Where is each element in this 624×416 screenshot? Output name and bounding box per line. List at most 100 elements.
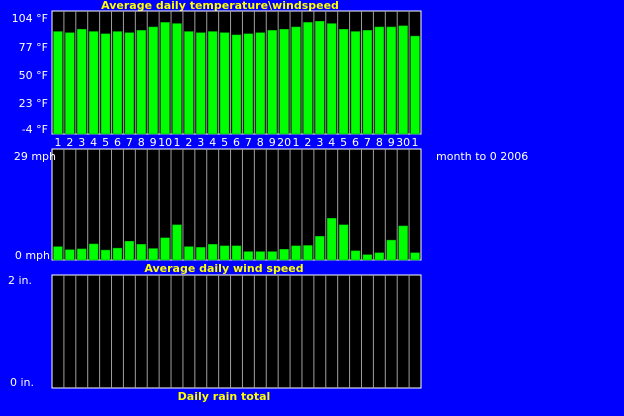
day-tick-label: 2 [304,136,311,149]
rain-ytick-1: 0 in. [10,376,34,389]
day-tick-label: 1 [412,136,419,149]
day-tick-label: 7 [364,136,371,149]
temperature-bar [362,30,373,135]
wind-bar [374,252,385,261]
temp-ytick-2: 50 °F [19,69,48,82]
wind-bar [338,224,349,261]
day-tick-label: 6 [352,136,359,149]
day-tick-label: 2 [66,136,73,149]
temperature-bar [65,32,75,135]
day-tick-label: 3 [197,136,204,149]
temperature-bar [338,28,349,135]
rain-ytick-0: 2 in. [8,274,32,287]
day-tick-labels: 1 2 3 4 5 6 7 8 9 10 1 2 3 4 5 6 7 8 9 20 1 2 3 4 5 6 7 8 9 30 1 [54,136,418,149]
wind-bar [219,245,230,261]
wind-bar [136,244,146,261]
temperature-bar [398,25,408,135]
wind-bar [184,246,194,261]
temperature-bar [267,30,277,135]
temperature-bar [172,23,182,135]
wind-bar [100,249,111,261]
temperature-bar [219,32,230,135]
temperature-bar [77,28,87,135]
day-tick-label: 4 [90,136,97,149]
wind-bar [88,243,99,261]
temperature-bars [53,21,420,135]
day-tick-label: 1 [173,136,180,149]
temperature-bar [303,22,313,135]
day-tick-label: 4 [209,136,216,149]
day-tick-label: 3 [78,136,85,149]
rain-gridlines [63,275,410,388]
day-tick-label: 5 [102,136,109,149]
temperature-chart-title: Average daily temperature\windspeed [101,0,339,12]
temperature-bar [124,32,135,135]
wind-bar [410,252,420,261]
temperature-bar [53,31,63,135]
day-tick-label: 9 [150,136,157,149]
temp-ytick-4: -4 °F [22,123,48,136]
wind-bars [53,218,420,261]
wind-bar [172,224,182,261]
wind-ytick-1: 0 mph [15,249,50,262]
wind-plot-area [51,148,422,261]
day-tick-label: 3 [316,136,323,149]
day-tick-label: 9 [269,136,276,149]
temperature-bar [136,30,146,135]
wind-bar [231,245,242,261]
temperature-bar [112,31,123,135]
wind-bar [148,248,158,261]
wind-bar [112,247,123,261]
day-tick-label: 2 [185,136,192,149]
day-tick-label: 8 [257,136,264,149]
wind-bar [362,254,373,261]
temperature-bar [88,31,99,135]
temperature-bar [374,26,385,135]
day-tick-label: 7 [126,136,133,149]
temperature-bar [148,26,158,135]
temperature-bar [160,22,170,135]
day-tick-label: 9 [388,136,395,149]
wind-ytick-0: 29 mph [14,150,56,163]
day-tick-label: 1 [54,136,61,149]
temperature-bar [350,31,361,135]
wind-bar [243,251,254,261]
temperature-bar [196,32,206,135]
day-tick-label: 10 [158,136,172,149]
day-tick-label: 6 [233,136,240,149]
day-tick-label: 1 [293,136,300,149]
temperature-gridlines [63,11,410,134]
temperature-bar [327,23,337,135]
wind-bar [291,245,301,261]
day-tick-label: 5 [221,136,228,149]
temperature-bar [207,31,218,135]
temp-ytick-0: 104 °F [12,12,48,25]
temperature-bar [315,21,325,135]
wind-bar [160,237,170,261]
temperature-bar [184,31,194,135]
temperature-bar [386,26,396,135]
wind-chart-title: Average daily wind speed [144,262,303,275]
day-tick-label: 8 [376,136,383,149]
temperature-bar [243,33,254,135]
temp-ytick-1: 77 °F [19,41,48,54]
temperature-bar [279,28,289,135]
wind-bar [53,246,63,261]
temperature-bar [255,32,266,135]
period-label: month to 0 2006 [436,150,528,163]
day-tick-label: 8 [138,136,145,149]
wind-bar [386,239,396,261]
wind-bar [124,240,135,261]
rain-chart-title: Daily rain total [178,390,271,403]
day-tick-label: 30 [396,136,410,149]
wind-bar [196,247,206,261]
wind-bar [77,248,87,261]
wind-bar [65,249,75,261]
wind-bar [255,251,266,261]
wind-bar [207,244,218,261]
day-tick-label: 20 [277,136,291,149]
day-tick-label: 7 [245,136,252,149]
wind-bar [267,251,277,261]
temperature-bar [231,34,242,135]
